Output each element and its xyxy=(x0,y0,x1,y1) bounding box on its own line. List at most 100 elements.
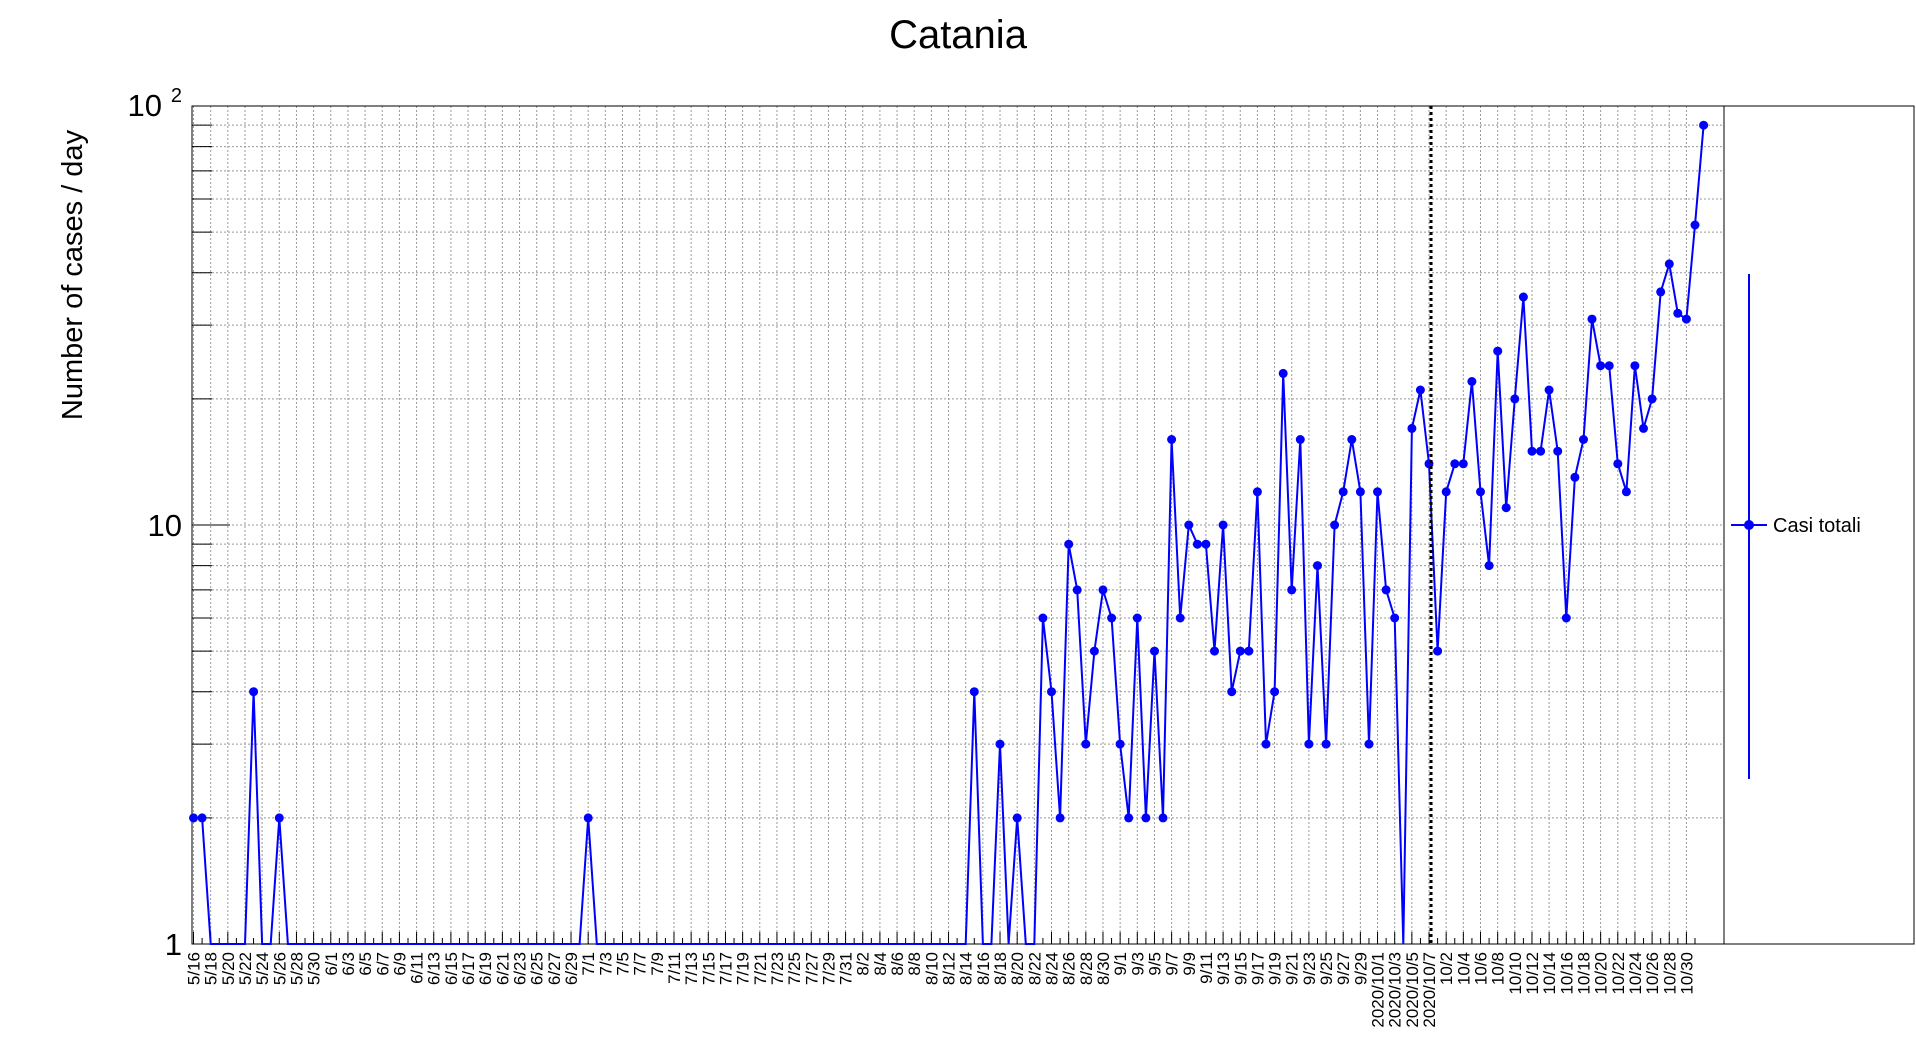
x-tick-label: 8/16 xyxy=(974,952,993,985)
x-tick-label: 7/31 xyxy=(837,952,856,985)
data-point xyxy=(1081,739,1091,749)
data-point xyxy=(1261,739,1271,749)
data-point xyxy=(1544,385,1554,395)
data-point xyxy=(583,813,593,823)
x-tick-label: 6/17 xyxy=(459,952,478,985)
data-point xyxy=(1561,613,1571,623)
x-tick-label: 9/9 xyxy=(1180,952,1199,976)
x-tick-label: 6/15 xyxy=(442,952,461,985)
data-point xyxy=(1072,585,1082,595)
data-point xyxy=(1270,687,1280,697)
x-tick-label: 10/4 xyxy=(1454,952,1473,985)
data-point xyxy=(1124,813,1134,823)
data-point xyxy=(1064,539,1074,549)
x-tick-label: 10/28 xyxy=(1660,952,1679,995)
data-point xyxy=(1381,585,1391,595)
data-point xyxy=(1012,813,1022,823)
series-casi-totali xyxy=(189,120,1709,945)
data-point xyxy=(1579,435,1588,444)
data-point xyxy=(1621,487,1631,497)
x-tick-label: 10/26 xyxy=(1643,952,1662,995)
x-tick-label: 5/28 xyxy=(287,952,306,985)
data-point xyxy=(1098,585,1108,595)
data-point xyxy=(1681,314,1691,324)
x-tick-label: 6/29 xyxy=(562,952,581,985)
data-point xyxy=(1673,308,1683,318)
data-point xyxy=(1295,435,1305,444)
x-tick-label: 6/11 xyxy=(408,952,427,984)
x-tick-label: 7/9 xyxy=(648,952,667,976)
data-point xyxy=(1038,613,1048,623)
y-tick-exponent: 2 xyxy=(171,85,182,107)
x-tick-label: 6/13 xyxy=(425,952,444,985)
x-tick-label: 7/11 xyxy=(665,952,684,984)
x-tick-label: 9/17 xyxy=(1248,952,1267,985)
x-tick-label: 9/13 xyxy=(1214,952,1233,985)
data-point xyxy=(1536,446,1546,456)
data-point xyxy=(1278,368,1288,378)
x-tick-label: 7/19 xyxy=(734,952,753,985)
data-point xyxy=(1158,813,1168,823)
x-tick-label: 7/21 xyxy=(751,952,770,985)
x-tick-label: 9/19 xyxy=(1266,952,1285,985)
data-point xyxy=(1235,646,1245,656)
y-tick-label: 1 xyxy=(165,927,182,962)
data-point xyxy=(1441,487,1451,497)
data-point xyxy=(1132,613,1142,623)
x-tick-label: 5/20 xyxy=(219,952,238,985)
data-point xyxy=(1089,646,1099,656)
data-point xyxy=(197,813,207,823)
data-point xyxy=(1287,585,1297,595)
data-point xyxy=(274,813,284,823)
data-point xyxy=(1227,687,1237,697)
data-point xyxy=(1510,394,1520,404)
x-tick-label: 9/23 xyxy=(1300,952,1319,985)
x-tick-label: 8/4 xyxy=(871,952,890,976)
x-tick-label: 9/27 xyxy=(1334,952,1353,985)
x-tick-label: 9/7 xyxy=(1163,952,1182,976)
x-tick-label: 8/8 xyxy=(905,952,924,976)
x-tick-label: 6/7 xyxy=(373,952,392,976)
legend-marker xyxy=(1744,520,1754,530)
x-tick-label: 9/25 xyxy=(1317,952,1336,985)
x-tick-label: 2020/10/3 xyxy=(1386,952,1405,1028)
x-tick-label: 6/1 xyxy=(322,952,341,976)
x-tick-label: 10/14 xyxy=(1540,952,1559,995)
data-point xyxy=(1347,435,1357,444)
data-point xyxy=(995,739,1005,749)
x-tick-label: 9/29 xyxy=(1351,952,1370,985)
data-point xyxy=(1596,361,1606,371)
data-point xyxy=(249,687,259,697)
x-tick-label: 10/20 xyxy=(1592,952,1611,995)
x-tick-label: 7/13 xyxy=(682,952,701,985)
x-tick-label: 7/3 xyxy=(596,952,615,976)
data-point xyxy=(1184,520,1194,530)
x-tick-label: 9/21 xyxy=(1283,952,1302,985)
x-tick-label: 7/15 xyxy=(699,952,718,985)
x-tick-label: 5/30 xyxy=(305,952,324,985)
data-point xyxy=(1167,435,1177,444)
x-tick-label: 10/8 xyxy=(1489,952,1508,985)
data-point xyxy=(1373,487,1382,497)
x-tick-label: 8/10 xyxy=(922,952,941,985)
data-point xyxy=(1364,739,1374,749)
x-tick-label: 10/10 xyxy=(1506,952,1525,995)
legend: Casi totali xyxy=(1731,274,1861,779)
data-point xyxy=(1150,646,1159,656)
data-point xyxy=(1407,423,1417,433)
data-point xyxy=(1055,813,1065,823)
data-point xyxy=(1304,739,1314,749)
x-tick-label: 10/2 xyxy=(1437,952,1456,985)
x-tick-label: 7/1 xyxy=(579,952,598,976)
data-point xyxy=(1321,739,1331,749)
x-tick-label: 6/3 xyxy=(339,952,358,976)
data-point xyxy=(1338,487,1348,497)
x-tick-label: 8/18 xyxy=(991,952,1010,985)
data-point xyxy=(969,687,979,697)
y-axis-label: Number of cases / day xyxy=(57,129,89,420)
x-tick-label: 9/5 xyxy=(1145,952,1164,976)
data-point xyxy=(1210,646,1219,656)
data-point xyxy=(1330,520,1340,530)
